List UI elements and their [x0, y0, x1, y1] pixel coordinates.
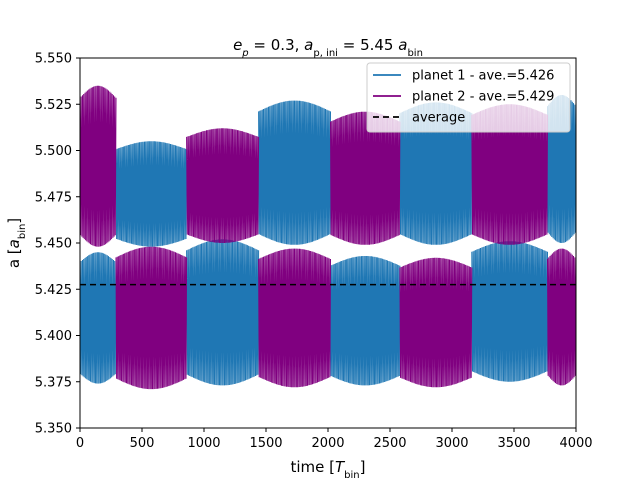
x-axis: 0 500 1000 1500 2000 2500 3000 3500 4000 — [76, 428, 593, 451]
y-tick-label: 5.500 — [35, 144, 72, 159]
series-2 — [80, 85, 576, 390]
series-2-segment — [471, 104, 548, 245]
y-tick-label: 5.475 — [35, 190, 72, 205]
x-tick-label: 500 — [130, 436, 155, 451]
y-axis: 5.350 5.375 5.400 5.425 5.450 5.475 5.500 5.525… — [35, 52, 80, 437]
x-axis-label-text: time [Tbin] — [290, 458, 365, 480]
x-tick-label: 1500 — [249, 436, 282, 451]
legend-label: planet 2 - ave.=5.429 — [412, 90, 554, 105]
x-tick-label: 3000 — [435, 436, 468, 451]
y-tick-label: 5.400 — [35, 329, 72, 344]
series-2-segment — [115, 246, 188, 390]
series-1-segment — [258, 100, 331, 245]
chart-title-text: ep = 0.3, ap, ini = 5.45 abin — [233, 36, 423, 59]
series-2-segment — [186, 128, 260, 244]
x-tick-label: 4000 — [559, 436, 592, 451]
legend-label: average — [412, 111, 465, 126]
legend: planet 1 - ave.=5.426 planet 2 - ave.=5.4… — [366, 62, 571, 133]
y-tick-label: 5.350 — [35, 422, 72, 437]
series-2-segment — [547, 248, 576, 386]
x-axis-label: time [Tbin] — [290, 458, 365, 480]
x-tick-label: 0 — [76, 436, 84, 451]
series-1-segment — [186, 239, 260, 386]
x-tick-label: 2000 — [311, 436, 344, 451]
x-tick-label: 2500 — [373, 436, 406, 451]
series-1-segment — [471, 241, 548, 382]
series-layer — [80, 85, 576, 390]
y-tick-label: 5.550 — [35, 52, 72, 67]
series-1-segment — [115, 141, 188, 247]
legend-box — [366, 62, 571, 133]
series-2-segment — [80, 85, 117, 247]
series-2-segment — [258, 248, 331, 388]
x-tick-label: 1000 — [187, 436, 220, 451]
legend-label: planet 1 - ave.=5.426 — [412, 69, 554, 84]
series-1-segment — [80, 252, 117, 384]
series-2-segment — [330, 111, 401, 245]
series-1-segment — [330, 255, 401, 386]
series-1-segment — [547, 94, 576, 244]
y-tick-label: 5.450 — [35, 237, 72, 252]
y-tick-label: 5.425 — [35, 283, 72, 298]
y-tick-label: 5.525 — [35, 98, 72, 113]
y-tick-label: 5.375 — [35, 375, 72, 390]
series-2-segment — [399, 257, 473, 388]
x-tick-label: 3500 — [497, 436, 530, 451]
chart-title: ep = 0.3, ap, ini = 5.45 abin — [233, 36, 423, 59]
y-axis-label-text: a [abin] — [5, 218, 28, 268]
y-axis-label: a [abin] — [5, 218, 28, 268]
